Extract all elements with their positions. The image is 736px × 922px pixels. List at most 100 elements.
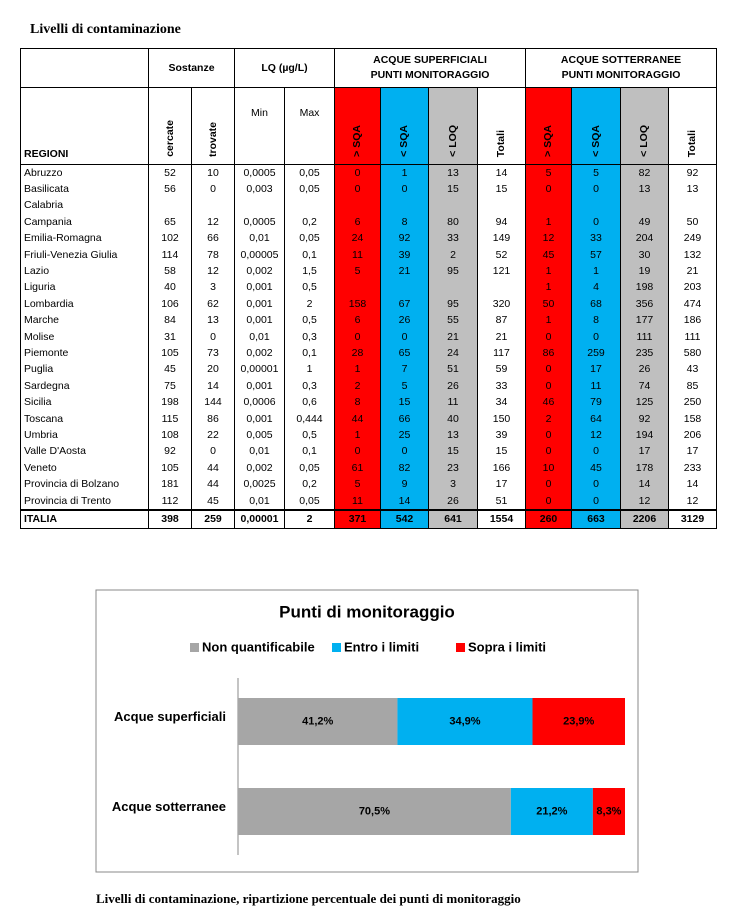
table-cell: 68: [571, 296, 621, 313]
header-label: cercate: [163, 120, 176, 157]
table-cell: 0,001: [234, 312, 285, 329]
table-cell: 13: [428, 427, 478, 444]
region-name: ITALIA: [20, 509, 149, 529]
table-cell: 44: [191, 476, 235, 493]
table-cell: 125: [620, 394, 669, 411]
table-cell: 43: [668, 361, 717, 379]
table-cell: 115: [148, 410, 192, 428]
table-row: Lombardia 106 62 0,001 2 158 67 95 320 50 68 356 474: [20, 296, 717, 313]
table-cell: 12: [668, 492, 717, 511]
table-cell: [571, 197, 621, 215]
table-cell: 86: [525, 345, 572, 362]
table-row: Lazio 58 12 0,002 1,5 5 21 95 121 1 1 19 21: [20, 263, 717, 280]
table-cell: 51: [428, 361, 478, 379]
table-cell: 0,005: [234, 427, 285, 444]
table-cell: 1: [380, 164, 429, 182]
table-cell: 52: [477, 246, 526, 264]
table-cell: 0: [571, 214, 621, 231]
table-cell: 14: [477, 164, 526, 182]
table-row: Piemonte 105 73 0,002 0,1 28 65 24 117 86 259 235 58…: [20, 345, 717, 362]
table-cell: 204: [620, 230, 669, 247]
table-cell: 50: [525, 296, 572, 313]
table-cell: 1: [525, 312, 572, 329]
header-label: Totali: [495, 129, 507, 157]
region-name: Basilicata: [20, 181, 149, 198]
caption: Livelli di contaminazione, ripartizione …: [96, 891, 521, 906]
table-cell: 233: [668, 460, 717, 477]
table-cell: [477, 279, 526, 297]
table-row: Emilia-Romagna 102 66 0,01 0,05 24 92 33 149 12 33…: [20, 230, 717, 247]
header-group: ACQUE SOTTERRANEE PUNTI MONITORAGGIO: [525, 48, 717, 88]
table-cell: 0: [571, 181, 621, 198]
bar-segment: [397, 698, 533, 745]
table-cell: [334, 197, 381, 215]
table-cell: 5: [380, 378, 429, 395]
table-cell: 13: [620, 181, 669, 198]
table-cell: 0,5: [284, 312, 335, 329]
table-cell: 21: [477, 328, 526, 346]
table-cell: 3: [191, 279, 235, 297]
table-cell: 198: [148, 394, 192, 411]
table-cell: 12: [525, 230, 572, 247]
table-row: Campania 65 12 0,0005 0,2 6 8 80 94 1 0 49 50: [20, 214, 717, 231]
table-cell: 0,001: [234, 279, 285, 297]
table-cell: [148, 197, 192, 215]
table-cell: 92: [668, 164, 717, 182]
table-cell: [428, 279, 478, 297]
table-row: Marche 84 13 0,001 0,5 6 26 55 87 1 8 177 186: [20, 312, 717, 329]
table-cell: 82: [380, 460, 429, 477]
table-cell: 249: [668, 230, 717, 247]
table-cell: 0: [334, 164, 381, 182]
value-label: 70,5%: [359, 805, 390, 817]
value-label: 41,2%: [302, 715, 333, 727]
header-cell: < LOQ: [428, 87, 478, 165]
table-cell: 20: [191, 361, 235, 379]
table-cell: 62: [191, 296, 235, 313]
table-cell: 8: [571, 312, 621, 329]
table-cell: 1: [525, 214, 572, 231]
region-name: Valle D'Aosta: [20, 443, 149, 461]
region-name: Puglia: [20, 361, 149, 379]
table-cell: 13: [428, 164, 478, 182]
table-cell: 0,003: [234, 181, 285, 198]
table-cell: 24: [334, 230, 381, 247]
header-group: LQ (µg/L): [234, 48, 335, 88]
table-cell: 0: [191, 181, 235, 198]
header-group: Sostanze: [148, 48, 235, 88]
table-cell: 0,2: [284, 214, 335, 231]
table-cell: [191, 197, 235, 215]
table-cell: 12: [620, 492, 669, 511]
table-cell: 0,00001: [234, 361, 285, 379]
table-row: Umbria 108 22 0,005 0,5 1 25 13 39 0 12 194 206: [20, 427, 717, 444]
table-cell: 33: [571, 230, 621, 247]
value-label: 23,9%: [563, 715, 594, 727]
table-cell: 94: [477, 214, 526, 231]
table-cell: 181: [148, 476, 192, 493]
table-cell: 0,5: [284, 427, 335, 444]
table-cell: 0,00005: [234, 246, 285, 264]
table-cell: 0: [334, 443, 381, 461]
category-label: Acque sotterranee: [112, 799, 226, 814]
table-cell: 25: [380, 427, 429, 444]
table-cell: 11: [571, 378, 621, 395]
table-cell: 86: [191, 410, 235, 428]
table-cell: 0: [525, 328, 572, 346]
table-cell: 0,0005: [234, 214, 285, 231]
table-cell: 39: [380, 246, 429, 264]
table-cell: 39: [477, 427, 526, 444]
table-cell: 15: [477, 181, 526, 198]
table-cell: 194: [620, 427, 669, 444]
table-cell: 55: [428, 312, 478, 329]
table-cell: 641: [428, 509, 478, 529]
table-cell: 158: [668, 410, 717, 428]
table-cell: 108: [148, 427, 192, 444]
table-cell: 0,05: [284, 460, 335, 477]
bar-segment: [532, 698, 625, 745]
table-cell: 61: [334, 460, 381, 477]
table-row: Molise 31 0 0,01 0,3 0 0 21 21 0 0 111 111: [20, 328, 717, 346]
table-cell: 320: [477, 296, 526, 313]
region-name: Veneto: [20, 460, 149, 477]
table-row: Sicilia 198 144 0,0006 0,6 8 15 11 34 46 79 125 250: [20, 394, 717, 411]
value-label: 34,9%: [449, 715, 480, 727]
table-cell: 0,01: [234, 328, 285, 346]
